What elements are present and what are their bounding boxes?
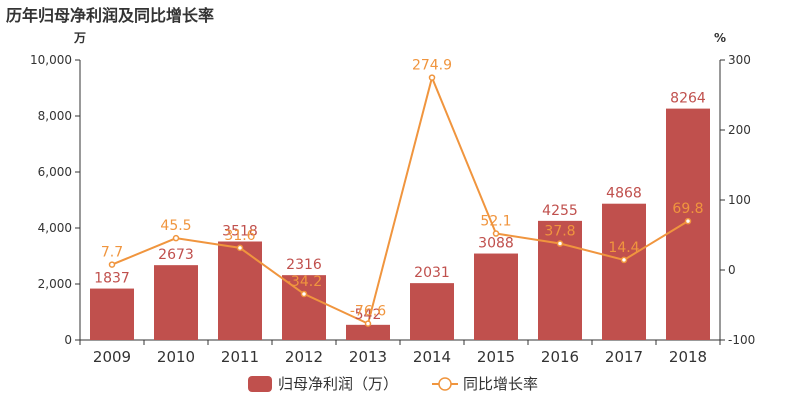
bar-value-label: 2031 bbox=[414, 265, 450, 281]
x-tick-label: 2017 bbox=[605, 348, 643, 366]
line-value-label: 14.4 bbox=[608, 240, 639, 256]
x-tick-label: 2010 bbox=[157, 348, 195, 366]
bar bbox=[346, 324, 390, 340]
x-tick-label: 2018 bbox=[669, 348, 707, 366]
line-point bbox=[492, 230, 500, 237]
bar-value-label: 4255 bbox=[542, 203, 578, 219]
bar bbox=[282, 275, 326, 340]
line-value-label: -34.2 bbox=[286, 274, 322, 290]
bar-value-label: 1837 bbox=[94, 271, 130, 287]
x-tick-label: 2009 bbox=[93, 348, 131, 366]
x-tick-label: 2013 bbox=[349, 348, 387, 366]
legend-line-marker bbox=[438, 377, 452, 391]
line-point bbox=[556, 240, 564, 247]
y-left-tick-label: 0 bbox=[64, 333, 72, 347]
growth-line bbox=[111, 74, 689, 326]
legend[interactable]: 归母净利润（万） 同比增长率 bbox=[248, 375, 538, 393]
bar bbox=[218, 241, 262, 340]
line-point bbox=[108, 261, 116, 268]
line-value-label: 274.9 bbox=[412, 58, 452, 74]
line-point bbox=[300, 290, 308, 298]
line-value-label: 37.8 bbox=[544, 224, 575, 240]
line-point bbox=[428, 74, 436, 81]
legend-bar-swatch bbox=[248, 376, 272, 392]
bar bbox=[90, 288, 134, 340]
line-point bbox=[236, 244, 244, 252]
bar-value-label: 8264 bbox=[670, 91, 706, 107]
line-series bbox=[108, 74, 692, 327]
data-labels: 1837 2673 3518 2316 542 2031 3088 4255 4868 8264 7… bbox=[94, 58, 706, 323]
bar bbox=[154, 265, 198, 340]
line-point bbox=[172, 234, 180, 242]
line-value-label: -76.6 bbox=[350, 304, 386, 320]
bar-value-label: 542 bbox=[355, 307, 382, 323]
axes: 0 2,000 4,000 6,000 8,000 10,000 -100 0 100 200 30… bbox=[30, 31, 755, 366]
bar bbox=[602, 203, 646, 340]
y-left-tick-label: 6,000 bbox=[38, 165, 72, 179]
y-right-tick-label: 0 bbox=[728, 263, 736, 277]
y-left-tick-label: 10,000 bbox=[30, 53, 72, 67]
bar-value-label: 3088 bbox=[478, 236, 514, 252]
y-right-tick-label: 300 bbox=[728, 53, 751, 67]
line-point bbox=[364, 320, 372, 327]
legend-bar-label: 归母净利润（万） bbox=[278, 375, 398, 393]
bar bbox=[410, 283, 454, 340]
y-right-tick-label: -100 bbox=[728, 333, 755, 347]
bar-value-label: 2316 bbox=[286, 257, 322, 273]
bar-value-label: 2673 bbox=[158, 247, 194, 263]
chart-title: 历年归母净利润及同比增长率 bbox=[6, 6, 215, 25]
line-value-label: 52.1 bbox=[480, 214, 511, 230]
line-value-label: 45.5 bbox=[160, 218, 191, 234]
y-right-tick-label: 100 bbox=[728, 193, 751, 207]
bar bbox=[474, 253, 518, 340]
y-right-unit: % bbox=[714, 31, 726, 45]
y-left-tick-label: 2,000 bbox=[38, 277, 72, 291]
line-point bbox=[684, 217, 692, 225]
x-tick-label: 2011 bbox=[221, 348, 259, 366]
x-tick-label: 2012 bbox=[285, 348, 323, 366]
x-tick-label: 2016 bbox=[541, 348, 579, 366]
line-value-label: 31.6 bbox=[224, 228, 255, 244]
line-value-label: 7.7 bbox=[101, 245, 123, 261]
line-value-label: 69.8 bbox=[672, 201, 703, 217]
y-left-tick-label: 8,000 bbox=[38, 109, 72, 123]
legend-line-label: 同比增长率 bbox=[463, 375, 538, 393]
bar-value-label: 4868 bbox=[606, 186, 642, 202]
bar-series bbox=[90, 108, 710, 340]
y-left-unit: 万 bbox=[73, 31, 86, 45]
x-tick-label: 2015 bbox=[477, 348, 515, 366]
line-point bbox=[620, 256, 628, 264]
bar-value-label: 3518 bbox=[222, 223, 258, 239]
y-right-tick-label: 200 bbox=[728, 123, 751, 137]
x-tick-label: 2014 bbox=[413, 348, 451, 366]
y-left-tick-label: 4,000 bbox=[38, 221, 72, 235]
